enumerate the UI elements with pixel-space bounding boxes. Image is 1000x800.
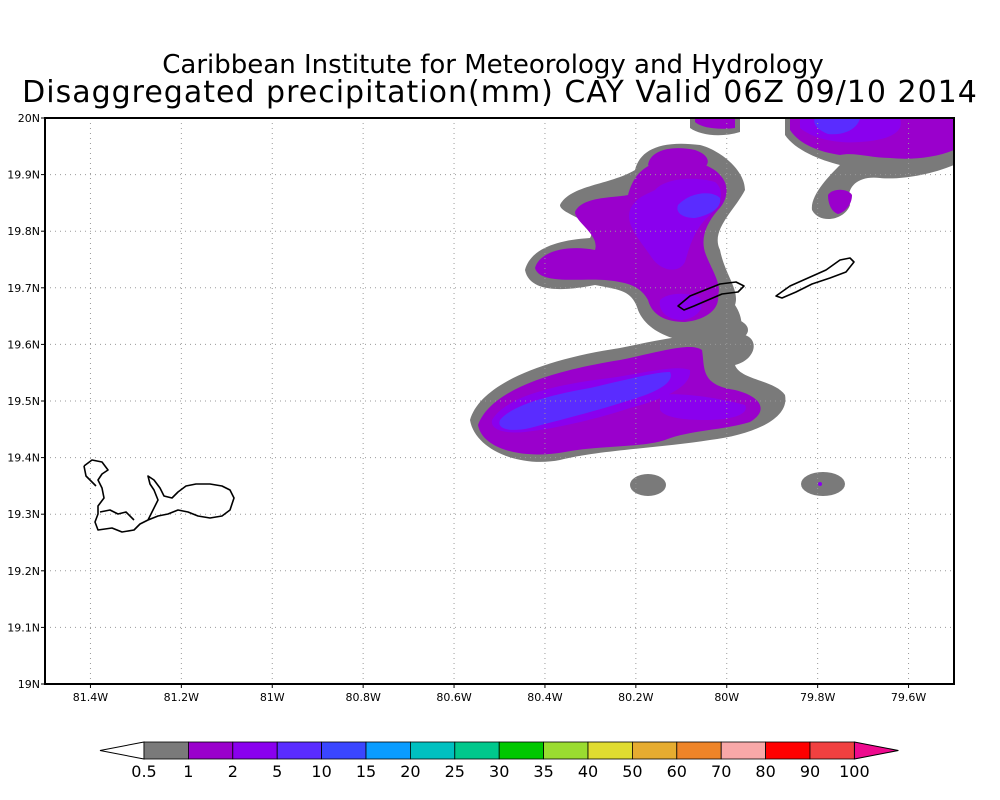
colorbar-swatch — [409, 741, 456, 760]
colorbar-swatch — [587, 741, 633, 760]
colorbar-label: 100 — [839, 762, 870, 781]
institute-title: Caribbean Institute for Meteorology and … — [162, 50, 824, 80]
lon-tick-label: 81W — [260, 691, 285, 704]
lat-tick-label: 19N — [18, 678, 40, 691]
colorbar-label: 60 — [667, 762, 687, 781]
lat-tick-label: 19.5N — [7, 395, 40, 408]
lat-tick-label: 19.3N — [7, 508, 40, 521]
colorbar-label: 40 — [578, 762, 598, 781]
colorbar-label: 1 — [183, 762, 193, 781]
lat-tick-label: 19.9N — [7, 169, 40, 182]
lon-tick-label: 79.6W — [891, 691, 926, 704]
lon-tick-label: 80.4W — [527, 691, 562, 704]
cayman-brac-outline — [775, 257, 855, 299]
colorbar-label: 50 — [622, 762, 642, 781]
lat-tick-label: 19.1N — [7, 621, 40, 634]
lat-tick-label: 19.6N — [7, 338, 40, 351]
lat-tick-label: 19.4N — [7, 452, 40, 465]
lon-tick-label: 80W — [714, 691, 739, 704]
lat-tick-label: 20N — [18, 112, 40, 125]
lat-tick-label: 19.2N — [7, 565, 40, 578]
colorbar-swatch — [676, 741, 722, 760]
colorbar-swatch — [143, 741, 189, 760]
colorbar-label: 0.5 — [131, 762, 156, 781]
lon-tick-label: 80.6W — [436, 691, 471, 704]
colorbar-swatch — [498, 741, 545, 760]
colorbar-swatch — [543, 741, 589, 760]
colorbar-swatch — [632, 741, 678, 760]
colorbar-label: 5 — [272, 762, 282, 781]
colorbar-swatch — [454, 741, 500, 760]
latitude-axis: 20N 19.9N 19.8N 19.7N 19.6N 19.5N 19.4N 19.3N 19… — [7, 112, 45, 691]
colorbar-swatch — [853, 741, 899, 760]
grand-cayman-outline — [83, 459, 235, 533]
lon-tick-label: 81.4W — [73, 691, 108, 704]
colorbar-label: 30 — [489, 762, 509, 781]
lat-tick-label: 19.8N — [7, 225, 40, 238]
lon-tick-label: 79.8W — [800, 691, 835, 704]
colorbar-swatch — [99, 741, 145, 760]
colorbar-label: 2 — [228, 762, 238, 781]
colorbar-label: 10 — [311, 762, 331, 781]
precipitation-field — [470, 118, 954, 496]
colorbar-swatch — [765, 741, 811, 760]
colorbar-label: 20 — [400, 762, 420, 781]
colorbar-label: 90 — [800, 762, 820, 781]
precip-dot — [818, 482, 822, 486]
lon-tick-label: 81.2W — [164, 691, 199, 704]
lat-tick-label: 19.7N — [7, 282, 40, 295]
colorbar-swatch — [365, 741, 411, 760]
colorbar: 0.5 1 2 5 10 15 20 25 30 35 40 50 60 70 80 90 100 — [99, 741, 899, 781]
colorbar-swatch — [809, 741, 855, 760]
lon-tick-label: 80.8W — [345, 691, 380, 704]
product-title: Disaggregated precipitation(mm) CAY Vali… — [22, 75, 978, 110]
colorbar-swatch — [276, 741, 323, 760]
colorbar-label: 15 — [356, 762, 376, 781]
longitude-axis: 81.4W 81.2W 81W 80.8W 80.6W 80.4W 80.2W 80W 79.8… — [73, 684, 926, 704]
colorbar-label: 25 — [445, 762, 465, 781]
little-cayman-outline — [677, 281, 745, 311]
colorbar-swatch — [232, 741, 278, 760]
colorbar-label: 35 — [533, 762, 553, 781]
colorbar-label: 70 — [711, 762, 731, 781]
colorbar-swatch — [321, 741, 367, 760]
lon-tick-label: 80.2W — [618, 691, 653, 704]
colorbar-swatch — [720, 741, 767, 760]
island-outlines — [83, 257, 855, 533]
colorbar-swatch — [187, 741, 234, 760]
colorbar-label: 80 — [755, 762, 775, 781]
